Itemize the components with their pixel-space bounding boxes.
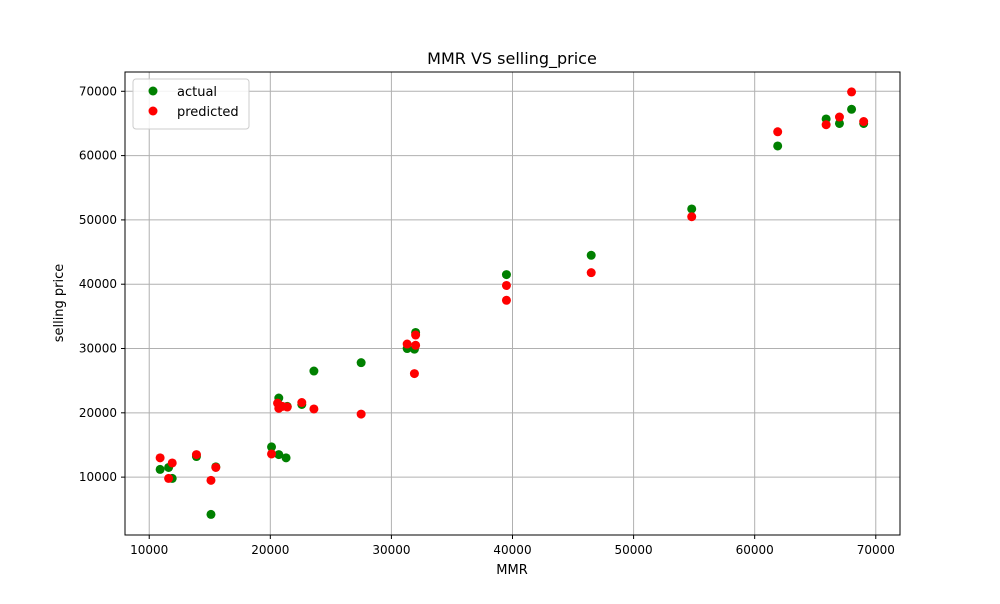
legend-label-actual: actual	[177, 85, 217, 100]
legend-box	[132, 78, 250, 130]
x-tick-label: 20000	[251, 543, 289, 557]
data-point-predicted	[206, 475, 216, 485]
data-point-predicted	[773, 127, 783, 137]
x-tick-label: 50000	[615, 543, 653, 557]
data-point-predicted	[834, 112, 844, 122]
y-axis-label: selling price	[52, 264, 67, 343]
data-point-predicted	[411, 330, 421, 340]
legend-label-predicted: predicted	[177, 105, 239, 120]
data-point-predicted	[356, 409, 366, 419]
data-points	[155, 87, 869, 519]
x-tick-label: 40000	[493, 543, 531, 557]
data-point-predicted	[847, 87, 857, 97]
data-point-predicted	[211, 462, 221, 472]
data-point-actual	[206, 509, 216, 519]
data-point-predicted	[309, 404, 319, 414]
data-point-actual	[155, 464, 165, 474]
data-point-predicted	[859, 117, 869, 127]
data-point-predicted	[191, 450, 201, 460]
data-point-predicted	[501, 280, 511, 290]
data-point-predicted	[167, 458, 177, 468]
data-point-predicted	[586, 268, 596, 278]
x-tick-label: 30000	[372, 543, 410, 557]
data-point-predicted	[155, 453, 165, 463]
x-tick-label: 60000	[736, 543, 774, 557]
data-point-actual	[847, 104, 857, 114]
data-point-predicted	[821, 120, 831, 130]
data-point-predicted	[409, 369, 419, 379]
data-point-predicted	[411, 340, 421, 350]
data-point-actual	[267, 442, 277, 452]
data-point-predicted	[267, 449, 277, 459]
x-tick-label: 10000	[130, 543, 168, 557]
grid	[125, 72, 900, 535]
data-point-actual	[274, 450, 284, 460]
y-tick-label: 10000	[79, 470, 117, 484]
x-tick-label: 70000	[857, 543, 895, 557]
data-point-predicted	[164, 473, 174, 483]
data-point-predicted	[687, 212, 697, 222]
data-point-actual	[586, 250, 596, 260]
legend: actual predicted	[132, 78, 250, 130]
y-tick-label: 50000	[79, 213, 117, 227]
y-tick-label: 20000	[79, 406, 117, 420]
data-point-actual	[281, 453, 291, 463]
data-point-actual	[687, 204, 697, 214]
data-point-actual	[773, 141, 783, 151]
data-point-predicted	[402, 339, 412, 349]
y-tick-label: 70000	[79, 84, 117, 98]
data-point-actual	[309, 366, 319, 376]
y-tick-label: 40000	[79, 277, 117, 291]
data-point-actual	[501, 270, 511, 280]
y-tick-label: 30000	[79, 342, 117, 356]
data-point-actual	[356, 358, 366, 368]
y-tick-label: 60000	[79, 149, 117, 163]
axis-ticks: 10000 20000 30000 40000 50000 60000 70000 10000…	[79, 84, 895, 557]
data-point-predicted	[501, 295, 511, 305]
legend-marker-actual	[148, 86, 158, 96]
data-point-actual	[834, 118, 844, 128]
x-axis-label: MMR	[496, 563, 527, 578]
data-point-predicted	[282, 402, 292, 412]
chart-title: MMR VS selling_price	[427, 49, 597, 69]
data-point-predicted	[297, 398, 307, 408]
legend-marker-predicted	[148, 106, 158, 116]
